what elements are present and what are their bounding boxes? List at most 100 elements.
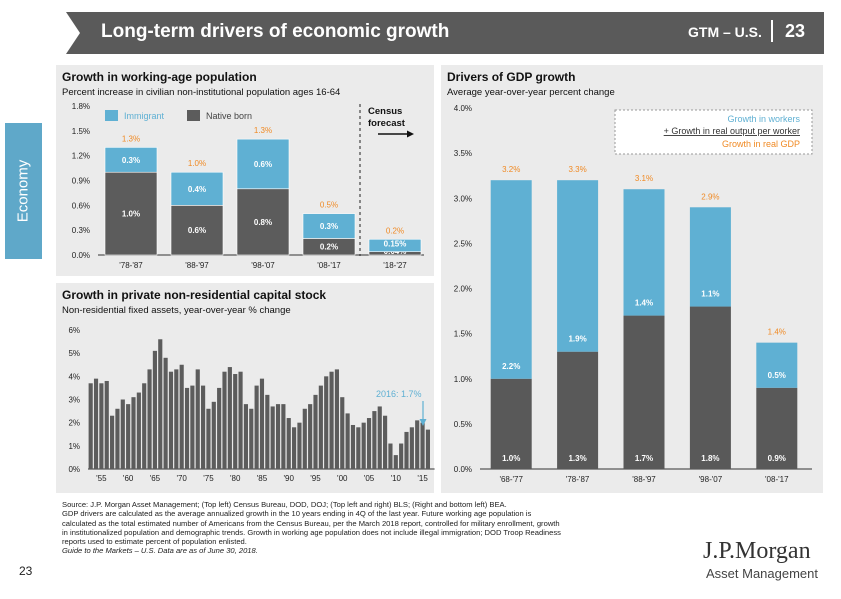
chart2-bar (350, 424, 356, 469)
chart1-bar-immigrant (170, 171, 224, 206)
chart2-bar (238, 371, 243, 469)
chart2-bar (174, 369, 179, 469)
chart2-bar (179, 364, 184, 469)
chart2-bar (184, 387, 190, 469)
chart2-bar (93, 378, 99, 469)
chart3-bar-output (490, 180, 532, 379)
highlight-arrow-head (419, 419, 427, 426)
chart2-x-tick: '80 (230, 474, 241, 483)
chart2-x-tick: '65 (150, 474, 161, 483)
chart2-y-tick: 1% (68, 442, 80, 451)
chart3-bar-workers (557, 351, 599, 469)
chart2-bar (126, 404, 131, 469)
chart2-bar (259, 378, 265, 469)
chart1-bar-immigrant (104, 147, 158, 173)
chart3-y-tick: 3.5% (454, 149, 472, 158)
chart1-y-tick: 0.0% (72, 251, 90, 260)
chart1-total-label: 0.5% (320, 201, 338, 210)
legend-native-swatch (187, 110, 200, 121)
chart2-bar (345, 413, 350, 469)
chart1-bar-native (236, 188, 290, 256)
legend-native-label: Native born (206, 111, 252, 121)
chart2-bar (131, 397, 136, 469)
chart2-bar (190, 385, 195, 469)
chart2-bar (152, 350, 157, 469)
chart2-y-tick: 4% (68, 372, 80, 381)
jpmorgan-logo: J.P.Morgan (703, 538, 811, 564)
legend-workers-label: Growth in workers (727, 114, 800, 124)
footer-page-number: 23 (19, 564, 33, 578)
chart2-x-tick: '10 (391, 474, 402, 483)
forecast-label-1: Census (368, 106, 402, 117)
chart2-x-tick: '90 (284, 474, 295, 483)
chart3-legend-box (614, 109, 813, 155)
chart2-subtitle: Non-residential fixed assets, year-over-… (62, 305, 291, 316)
chart2-x-tick: '85 (257, 474, 268, 483)
chart3-x-tick: '68-'77 (499, 475, 523, 484)
chart2-bar (361, 422, 366, 469)
chart2-bar (399, 443, 404, 469)
chart2-bar (356, 427, 361, 469)
chart1-bar-native (104, 171, 158, 256)
chart1-x-tick: '88-'97 (185, 261, 209, 270)
chart2-bar (292, 427, 297, 469)
chart2-bar (302, 408, 307, 469)
chart3-bar-label: 1.4% (635, 299, 653, 308)
chart2-bar (425, 429, 430, 469)
chart2-bar (88, 383, 93, 469)
chart1-bar-label: 0.6% (188, 226, 206, 235)
chart2-bar (377, 406, 382, 469)
header-banner (66, 12, 824, 54)
forecast-arrow-head (407, 130, 414, 138)
chart3-bar-label: 0.5% (768, 371, 786, 380)
chart1-title: Growth in working-age population (62, 70, 257, 84)
chart2-x-tick: '05 (364, 474, 375, 483)
chart2-bar (104, 380, 109, 469)
chart3-y-tick: 2.0% (454, 285, 472, 294)
legend-output-label: + Growth in real output per worker (664, 126, 800, 136)
chart3-total-label: 3.2% (502, 165, 520, 174)
chart1-bar-label: 1.0% (122, 210, 140, 219)
source-line: GDP drivers are calculated as the averag… (62, 509, 532, 519)
chart2-bar (313, 394, 318, 469)
chart1-subtitle: Percent increase in civilian non-institu… (62, 87, 340, 98)
chart3-bar-workers (490, 378, 532, 469)
chart2-bar (393, 455, 398, 469)
chart3-bar-output (557, 180, 599, 352)
chart2-bar (136, 392, 141, 469)
chart2-bar (158, 339, 163, 469)
jpmorgan-logo-sub: Asset Management (706, 566, 819, 581)
chart3-x-tick: '78-'87 (566, 475, 590, 484)
chart2-bar (383, 415, 388, 469)
chart2-title: Growth in private non-residential capita… (62, 288, 326, 302)
chart1-bar-immigrant (236, 138, 290, 190)
chart3-bar-label: 1.9% (568, 335, 586, 344)
chart2-y-tick: 5% (68, 349, 80, 358)
gtm-label: GTM – U.S. (688, 24, 762, 40)
chart3-x-tick: '88-'97 (632, 475, 656, 484)
chart2-bar (281, 404, 286, 469)
chart2-bar (147, 369, 152, 469)
chart1-y-tick: 0.3% (72, 226, 90, 235)
chart1-total-label: 1.3% (254, 126, 272, 135)
chart2-bar (142, 383, 147, 469)
chart3-bar-label: 1.8% (701, 454, 719, 463)
chart1-bar-label: 0.6% (254, 160, 272, 169)
chart2-bar (415, 420, 420, 469)
chart2-bar (366, 418, 372, 469)
chart2-bar (211, 401, 216, 469)
chart3-y-tick: 1.0% (454, 375, 472, 384)
chart2-bar (168, 371, 174, 469)
chart2-bar (409, 427, 414, 469)
chart3-bar-label: 1.3% (568, 454, 586, 463)
chart1-bar-label: 0.8% (254, 218, 272, 227)
chart2-bar (334, 369, 339, 469)
header-divider (771, 20, 773, 42)
chart2-bar (222, 371, 227, 469)
legend-gdp-label: Growth in real GDP (722, 139, 800, 149)
chart1-y-tick: 1.5% (72, 127, 90, 136)
chart3-bar-output (623, 189, 665, 316)
chart2-x-tick: '55 (96, 474, 107, 483)
chart2-x-tick: '70 (176, 474, 187, 483)
